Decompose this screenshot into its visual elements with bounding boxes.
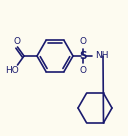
Text: S: S: [79, 51, 87, 61]
Text: O: O: [13, 36, 20, 46]
Text: O: O: [79, 66, 87, 75]
Text: NH: NH: [95, 52, 109, 61]
Text: HO: HO: [6, 66, 19, 75]
Text: O: O: [79, 37, 87, 46]
